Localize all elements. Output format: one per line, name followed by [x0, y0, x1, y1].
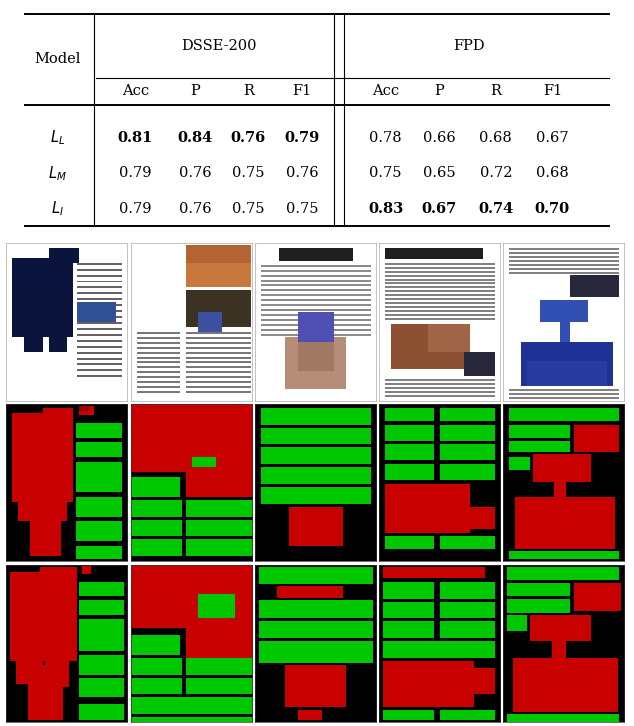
Text: Acc: Acc — [122, 84, 149, 99]
Text: 0.67: 0.67 — [422, 202, 456, 216]
Text: 0.79: 0.79 — [119, 166, 152, 180]
Text: R: R — [243, 84, 254, 99]
Text: 0.84: 0.84 — [178, 131, 212, 145]
Text: FPD: FPD — [453, 39, 485, 53]
Text: P: P — [190, 84, 200, 99]
Text: 0.66: 0.66 — [423, 131, 456, 145]
Text: 0.67: 0.67 — [536, 131, 569, 145]
Text: 0.81: 0.81 — [117, 131, 153, 145]
Text: 0.75: 0.75 — [232, 166, 265, 180]
Text: 0.76: 0.76 — [231, 131, 266, 145]
Text: Acc: Acc — [372, 84, 399, 99]
Text: F1: F1 — [543, 84, 562, 99]
Text: DSSE-200: DSSE-200 — [181, 39, 256, 53]
Text: 0.75: 0.75 — [369, 166, 402, 180]
Text: P: P — [434, 84, 444, 99]
Text: 0.76: 0.76 — [179, 166, 211, 180]
Text: 0.68: 0.68 — [479, 131, 512, 145]
Text: 0.76: 0.76 — [179, 202, 211, 216]
Text: 0.70: 0.70 — [535, 202, 570, 216]
Text: 0.74: 0.74 — [478, 202, 514, 216]
Text: $L_M$: $L_M$ — [48, 164, 67, 183]
Text: R: R — [490, 84, 501, 99]
Text: F1: F1 — [292, 84, 312, 99]
Text: 0.76: 0.76 — [286, 166, 318, 180]
Text: 0.75: 0.75 — [232, 202, 265, 216]
Text: 0.78: 0.78 — [369, 131, 402, 145]
Text: 0.79: 0.79 — [285, 131, 320, 145]
Text: 0.72: 0.72 — [479, 166, 512, 180]
Text: 0.75: 0.75 — [286, 202, 318, 216]
Text: Model: Model — [35, 52, 81, 66]
Text: 0.68: 0.68 — [536, 166, 569, 180]
Text: $L_I$: $L_I$ — [51, 200, 64, 218]
Text: $L_L$: $L_L$ — [50, 129, 65, 147]
Text: 0.65: 0.65 — [423, 166, 455, 180]
Text: 0.79: 0.79 — [119, 202, 152, 216]
Text: 0.83: 0.83 — [368, 202, 403, 216]
